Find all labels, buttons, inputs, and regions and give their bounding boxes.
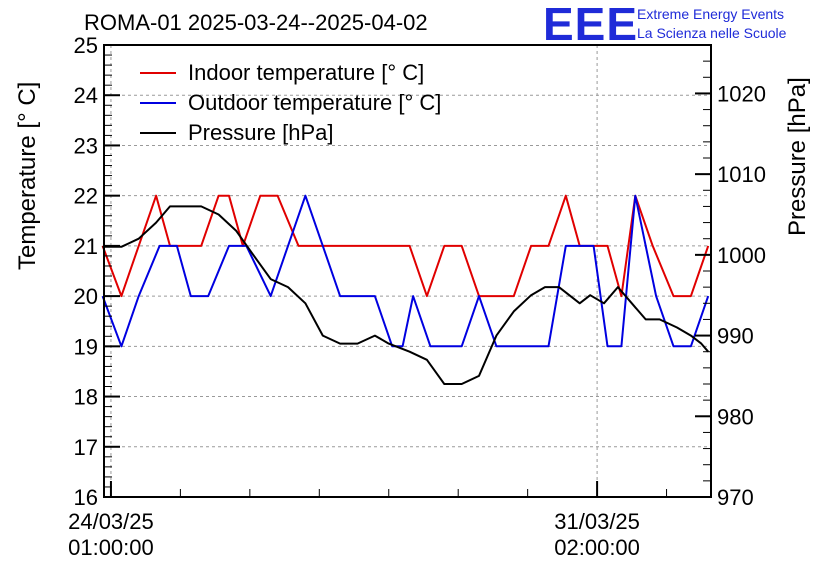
y-left-tick-label: 20 [74, 284, 98, 309]
logo-line-2: La Scienza nelle Scuole [637, 25, 787, 41]
y-left-tick-label: 25 [74, 33, 98, 58]
y-left-tick-label: 18 [74, 385, 98, 410]
y-axis-left-label: Temperature [° C] [14, 81, 41, 270]
series-lines [101, 194, 710, 385]
y-right-tick-label: 990 [717, 324, 754, 349]
x-tick-time-0: 01:00:00 [68, 535, 154, 560]
logo-line-1: Extreme Energy Events [637, 6, 785, 22]
bottom-axis [109, 481, 668, 497]
right-axis: 970 980 990 1000 1010 1020 [695, 44, 766, 510]
series-line-1 [101, 194, 710, 348]
y-left-tick-label: 23 [74, 133, 98, 158]
series-line-0 [101, 194, 710, 298]
legend-swatch-indoor [140, 72, 176, 74]
y-right-tick-label: 980 [717, 404, 754, 429]
legend-label-indoor: Indoor temperature [° C] [188, 60, 425, 85]
y-left-tick-label: 17 [74, 435, 98, 460]
x-tick-label-1: 31/03/25 02:00:00 [537, 509, 657, 561]
x-tick-date-1: 31/03/25 [554, 509, 640, 534]
x-tick-label-0: 24/03/25 01:00:00 [51, 509, 171, 561]
y-right-tick-label: 1000 [717, 243, 766, 268]
legend: Indoor temperature [° C] Outdoor tempera… [140, 58, 441, 148]
legend-label-outdoor: Outdoor temperature [° C] [188, 90, 442, 115]
legend-item-indoor: Indoor temperature [° C] [140, 58, 441, 88]
y-right-tick-label: 1010 [717, 162, 766, 187]
eee-logo-mark: EEE [543, 0, 639, 50]
legend-swatch-pressure [140, 132, 176, 134]
left-axis: 16 17 18 19 20 21 22 23 24 25 [74, 33, 120, 510]
legend-label-pressure: Pressure [hPa] [188, 120, 334, 145]
x-tick-time-1: 02:00:00 [554, 535, 640, 560]
legend-swatch-outdoor [140, 102, 176, 104]
y-right-tick-label: 1020 [717, 81, 766, 106]
y-axis-right-label: Pressure [hPa] [784, 77, 811, 236]
series-line-2 [102, 205, 709, 385]
y-left-tick-label: 24 [74, 83, 98, 108]
legend-item-pressure: Pressure [hPa] [140, 118, 441, 148]
x-tick-date-0: 24/03/25 [68, 509, 154, 534]
y-left-tick-label: 22 [74, 184, 98, 209]
legend-item-outdoor: Outdoor temperature [° C] [140, 88, 441, 118]
y-left-tick-label: 21 [74, 234, 98, 259]
chart-title: ROMA-01 2025-03-24--2025-04-02 [84, 10, 428, 35]
y-left-tick-label: 19 [74, 334, 98, 359]
y-left-tick-label: 16 [74, 485, 98, 510]
y-right-tick-label: 970 [717, 485, 754, 510]
